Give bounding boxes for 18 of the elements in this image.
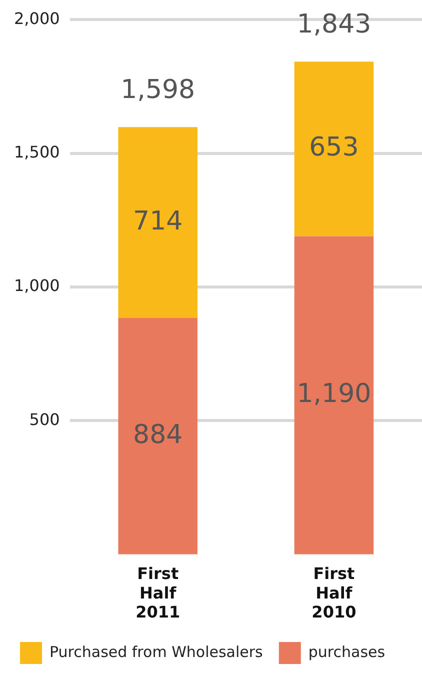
y-tick-label: 1,500 (14, 142, 60, 162)
y-tick-label: 500 (29, 410, 60, 429)
data-label: 1,190 (296, 379, 372, 410)
data-label: 714 (133, 206, 183, 236)
total-label: 1,598 (120, 74, 196, 105)
bar (118, 318, 198, 554)
legend-label: purchases (308, 642, 386, 661)
data-label: 884 (133, 420, 183, 450)
y-tick-label: 1,000 (14, 276, 60, 296)
total-label: 1,843 (296, 9, 372, 40)
x-tick-label: First Half 2011 (136, 564, 180, 622)
legend-label: Purchased from Wholesalers (50, 642, 264, 661)
data-label: 653 (309, 132, 359, 163)
x-tick-label: First Half 2010 (312, 564, 356, 622)
y-tick-label: 2,000 (14, 8, 60, 28)
bar (118, 127, 198, 318)
bar (294, 236, 374, 554)
bar (294, 62, 374, 236)
